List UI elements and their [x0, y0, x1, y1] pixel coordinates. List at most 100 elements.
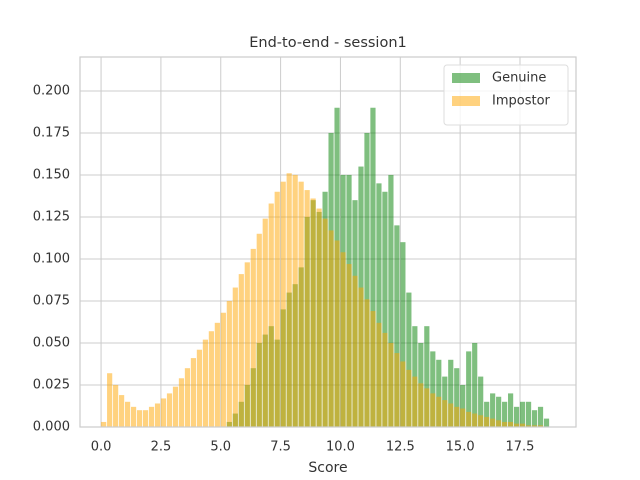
bar: [388, 174, 394, 427]
chart-title: End-to-end - session1: [249, 35, 407, 51]
bar: [244, 262, 250, 427]
bar: [220, 312, 226, 427]
bar: [418, 383, 424, 427]
bar: [430, 393, 436, 427]
bar: [490, 393, 496, 427]
bar: [346, 264, 352, 427]
bar: [502, 421, 508, 427]
bar: [424, 326, 430, 427]
bar: [394, 225, 400, 427]
x-tick-label: 2.5: [151, 440, 172, 455]
bar: [370, 311, 376, 427]
bar: [196, 349, 203, 427]
bar: [184, 368, 191, 427]
y-tick-label: 0.100: [33, 251, 70, 266]
axes-frame: [79, 56, 577, 428]
bar: [525, 425, 532, 427]
bar: [274, 191, 280, 427]
x-tick-label: 5.0: [210, 440, 231, 455]
bar: [148, 406, 155, 427]
bar: [424, 388, 430, 427]
y-tick-label: 0.150: [33, 167, 70, 182]
bar: [142, 410, 149, 427]
bar: [136, 410, 143, 427]
bar: [334, 240, 340, 427]
bar: [430, 351, 436, 427]
legend-label: Impostor: [492, 94, 551, 109]
bar: [370, 107, 376, 427]
bar: [364, 299, 370, 427]
bar: [400, 242, 406, 427]
bar: [119, 395, 125, 427]
bar: [280, 181, 286, 427]
bar: [496, 420, 502, 427]
bar: [537, 425, 544, 427]
x-tick-label: 10.0: [326, 440, 355, 455]
bar: [519, 401, 526, 427]
bar: [460, 408, 466, 427]
bar: [466, 411, 472, 427]
bar: [130, 406, 137, 427]
bar: [268, 203, 274, 427]
bar: [531, 410, 538, 427]
bar: [490, 418, 496, 427]
bar: [113, 384, 119, 427]
bar: [496, 396, 502, 427]
bar: [484, 416, 490, 427]
bar: [107, 373, 113, 427]
bar: [178, 378, 185, 427]
bar: [250, 248, 256, 427]
bar: [376, 322, 382, 427]
legend-label: Genuine: [492, 71, 546, 86]
bar: [531, 425, 538, 427]
y-tick-label: 0.000: [33, 420, 70, 435]
plot-area: [80, 57, 576, 428]
legend-swatch: [452, 96, 480, 106]
bar: [412, 376, 418, 427]
y-tick-label: 0.125: [33, 209, 70, 224]
bar: [406, 292, 412, 427]
bar: [436, 359, 442, 427]
bar: [478, 376, 484, 427]
y-tick-label: 0.050: [33, 335, 70, 350]
bar: [484, 401, 490, 427]
bar: [292, 174, 298, 427]
bar: [226, 300, 232, 427]
bar: [460, 384, 466, 427]
bar: [406, 369, 412, 427]
bar: [238, 274, 244, 427]
bar: [256, 233, 262, 427]
x-tick-label: 12.5: [386, 440, 415, 455]
bar: [352, 275, 358, 427]
bar: [154, 403, 161, 427]
bar: [508, 421, 514, 427]
bar: [382, 332, 388, 427]
y-tick-label: 0.175: [33, 125, 70, 140]
bar: [472, 342, 478, 427]
bar: [466, 351, 472, 427]
bar: [514, 406, 520, 427]
bar: [172, 386, 179, 427]
bar: [442, 400, 448, 427]
bar: [322, 218, 328, 427]
legend-swatch: [452, 73, 480, 83]
bar: [394, 353, 400, 427]
bar: [101, 421, 107, 427]
bar: [298, 181, 304, 427]
bar: [514, 423, 520, 427]
bar: [508, 393, 514, 427]
bar: [436, 396, 442, 427]
bar: [472, 413, 478, 427]
bar: [525, 401, 532, 427]
bar: [519, 423, 526, 427]
bar: [190, 358, 197, 427]
y-tick-label: 0.075: [33, 293, 70, 308]
bar: [304, 190, 310, 427]
bar: [262, 218, 268, 427]
y-tick-label: 0.200: [33, 83, 70, 98]
bar: [316, 208, 322, 427]
bar: [328, 230, 334, 427]
bar: [502, 401, 508, 427]
x-tick-label: 7.5: [270, 440, 291, 455]
